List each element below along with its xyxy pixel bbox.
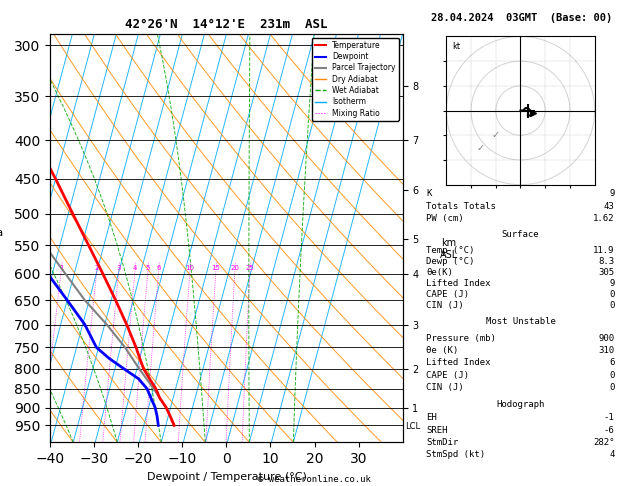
Text: 282°: 282° [593,438,615,447]
Text: StmSpd (kt): StmSpd (kt) [426,450,486,459]
Text: 6: 6 [157,265,161,271]
Text: EH: EH [426,413,437,422]
Text: Most Unstable: Most Unstable [486,317,555,327]
Text: Temp (°C): Temp (°C) [426,246,475,255]
Text: θe (K): θe (K) [426,346,459,355]
Text: 3: 3 [117,265,121,271]
Text: 10: 10 [186,265,194,271]
Text: kt: kt [452,42,460,52]
Text: 6: 6 [609,358,615,367]
Text: 20: 20 [231,265,240,271]
Text: Hodograph: Hodograph [496,400,545,409]
Text: 15: 15 [211,265,221,271]
Text: CIN (J): CIN (J) [426,383,464,392]
Text: 25: 25 [246,265,255,271]
Legend: Temperature, Dewpoint, Parcel Trajectory, Dry Adiabat, Wet Adiabat, Isotherm, Mi: Temperature, Dewpoint, Parcel Trajectory… [311,38,399,121]
Text: K: K [426,189,432,198]
Text: 2: 2 [95,265,99,271]
Text: ✓: ✓ [492,130,500,140]
Text: Lifted Index: Lifted Index [426,279,491,288]
Text: 1: 1 [59,265,64,271]
Text: Dewp (°C): Dewp (°C) [426,257,475,266]
Text: 310: 310 [598,346,615,355]
Text: 1.62: 1.62 [593,214,615,223]
Text: 9: 9 [609,279,615,288]
Text: PW (cm): PW (cm) [426,214,464,223]
Text: 9: 9 [609,189,615,198]
Text: SREH: SREH [426,426,448,434]
Text: CIN (J): CIN (J) [426,301,464,310]
Text: 8.3: 8.3 [598,257,615,266]
Text: 4: 4 [133,265,138,271]
Text: CAPE (J): CAPE (J) [426,290,469,299]
Y-axis label: hPa: hPa [0,228,4,238]
Text: 28.04.2024  03GMT  (Base: 00): 28.04.2024 03GMT (Base: 00) [431,13,613,23]
Text: 0: 0 [609,290,615,299]
Text: -1: -1 [604,413,615,422]
Text: 43: 43 [604,202,615,210]
Text: ✓: ✓ [477,142,485,153]
Text: 5: 5 [146,265,150,271]
Text: 0: 0 [609,371,615,380]
Text: Pressure (mb): Pressure (mb) [426,334,496,343]
Text: © weatheronline.co.uk: © weatheronline.co.uk [258,474,371,484]
Text: 4: 4 [609,450,615,459]
Text: 0: 0 [609,301,615,310]
Text: 11.9: 11.9 [593,246,615,255]
Text: Totals Totals: Totals Totals [426,202,496,210]
Text: Surface: Surface [502,229,539,239]
Text: θe(K): θe(K) [426,268,454,277]
Text: StmDir: StmDir [426,438,459,447]
Text: 305: 305 [598,268,615,277]
X-axis label: Dewpoint / Temperature (°C): Dewpoint / Temperature (°C) [147,471,306,482]
Text: CAPE (J): CAPE (J) [426,371,469,380]
Text: 0: 0 [609,383,615,392]
Y-axis label: km
ASL: km ASL [440,238,458,260]
Title: 42°26'N  14°12'E  231m  ASL: 42°26'N 14°12'E 231m ASL [125,18,328,32]
Text: LCL: LCL [405,422,420,431]
Text: Lifted Index: Lifted Index [426,358,491,367]
Text: -6: -6 [604,426,615,434]
Text: 900: 900 [598,334,615,343]
